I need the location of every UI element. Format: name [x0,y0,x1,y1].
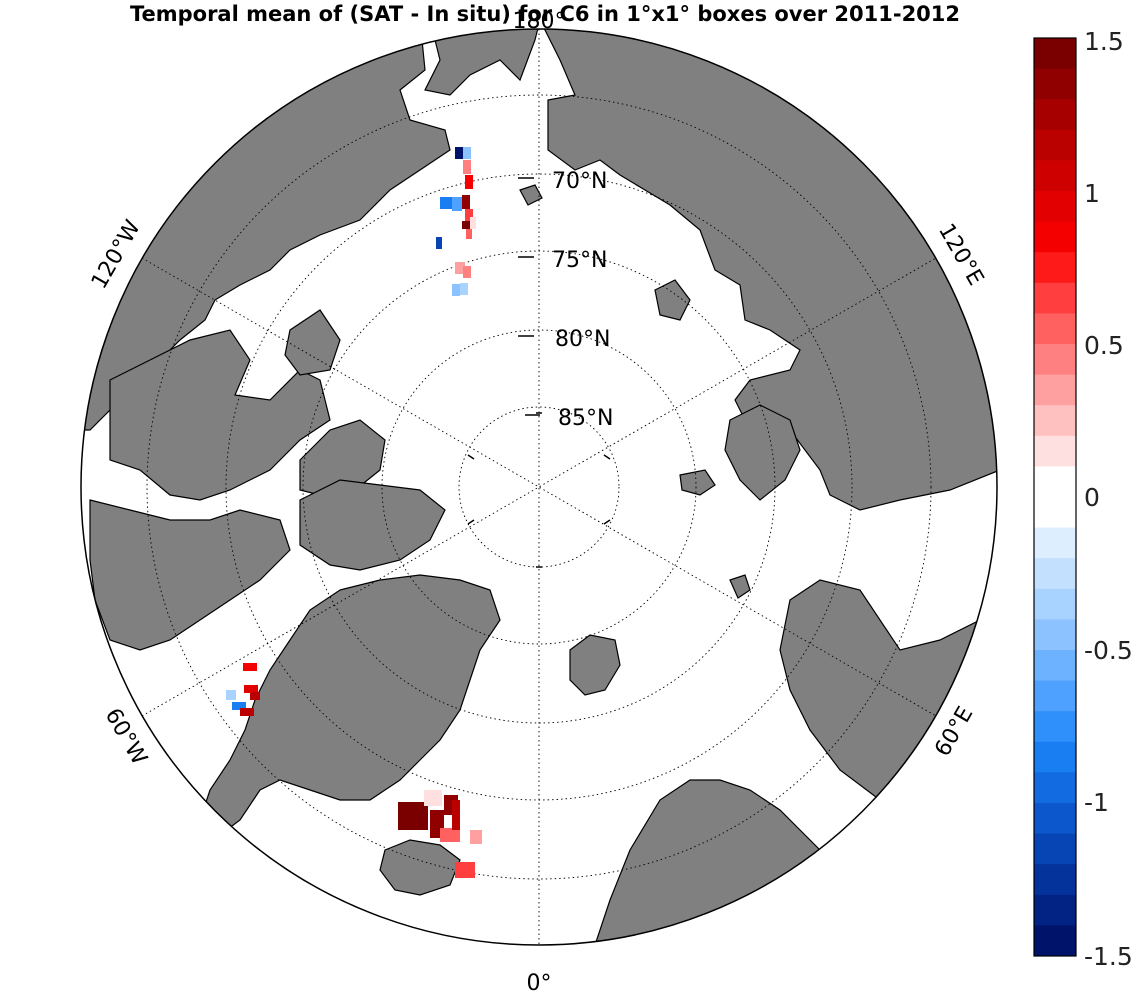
data-cell [240,708,254,716]
colorbar-band [1034,68,1076,100]
land-baffin [89,499,291,651]
colorbar-band [1034,925,1076,957]
data-cell [463,147,471,159]
colorbar-band [1034,38,1076,70]
data-cell [244,685,258,693]
colorbar-band [1034,191,1076,223]
data-cell [440,197,452,209]
colorbar-band [1034,833,1076,865]
colorbar-label-1: 1 [1084,179,1100,208]
colorbar-band [1034,772,1076,804]
data-cell [226,690,236,700]
colorbar-band [1034,252,1076,284]
land-iceland [379,839,461,896]
colorbar-outline [1033,37,1077,957]
colorbar [1033,37,1077,957]
land-archipelago-2 [299,419,386,496]
data-cell [436,237,442,249]
data-cell [455,262,465,274]
colorbar-band [1034,374,1076,406]
data-cell [455,862,475,878]
data-cell [460,283,468,295]
colorbar-band [1034,282,1076,314]
data-cell [470,830,482,844]
colorbar-band [1034,558,1076,590]
map-border [80,28,998,946]
lat-label-75: 75°N [552,248,607,273]
colorbar-label--1.5: -1.5 [1084,942,1133,971]
colorbar-label-0: 0 [1084,483,1100,512]
colorbar-band [1034,466,1076,498]
colorbar-band [1034,99,1076,131]
map-title: Temporal mean of (SAT - In situ) for C6 … [129,2,961,26]
colorbar-label--0.5: -0.5 [1084,636,1133,665]
land-small-island [729,574,751,599]
data-cell [462,221,470,229]
data-cell [465,209,473,221]
land-franz-josef [679,469,716,496]
colorbar-band [1034,741,1076,773]
colorbar-band [1034,344,1076,376]
land-severnaya-zemlya [654,279,691,321]
colorbar-band [1034,313,1076,345]
colorbar-band [1034,129,1076,161]
colorbar-band [1034,803,1076,835]
land-wrangel [519,184,543,206]
colorbar-band [1034,894,1076,926]
colorbar-band [1034,497,1076,529]
colorbar-band [1034,221,1076,253]
data-cell [243,663,257,671]
land-ellesmere [299,479,446,571]
colorbar-band [1034,619,1076,651]
colorbar-label-0.5: 0.5 [1084,331,1124,360]
colorbar-band [1034,711,1076,743]
data-cell [463,266,471,278]
land-victoria [284,309,341,376]
colorbar-band [1034,527,1076,559]
data-cell [424,790,442,806]
latitude-labels: 70°N 75°N 80°N 85°N [518,169,613,431]
data-cell [440,828,460,842]
colorbar-band [1034,650,1076,682]
data-cell [250,692,260,700]
colorbar-band [1034,864,1076,896]
land-chukotka [424,29,541,96]
data-cell [452,284,460,296]
data-cell [455,147,463,159]
colorbar-band [1034,680,1076,712]
data-cell [470,217,476,229]
graticule [141,29,937,945]
inner-ticks [467,412,611,568]
lat-label-70: 70°N [552,169,607,194]
lon-label-180: 180° [513,9,566,34]
lon-label-0: 0° [527,971,552,995]
data-cell [452,197,462,211]
colorbar-band [1034,160,1076,192]
colorbar-tick-labels: 1.5 1 0.5 0 -0.5 -1 -1.5 [1084,27,1133,971]
data-cell [232,702,246,710]
data-cell [466,229,472,239]
data-cell [452,800,460,830]
data-cells-layer [226,147,482,878]
data-cell [398,802,428,830]
colorbar-band [1034,588,1076,620]
colorbar-label-1.5: 1.5 [1084,27,1124,56]
colorbar-label--1: -1 [1084,788,1109,817]
colorbar-band [1034,405,1076,437]
data-cell [463,160,471,174]
land-svalbard [569,634,621,696]
lat-label-85: 85°N [558,406,613,431]
data-cell [462,195,470,209]
land-novaya-zemlya [724,404,801,501]
colorbar-band [1034,435,1076,467]
data-cell [465,175,473,189]
land-archipelago-1 [109,329,331,501]
lat-label-80: 80°N [555,327,610,352]
